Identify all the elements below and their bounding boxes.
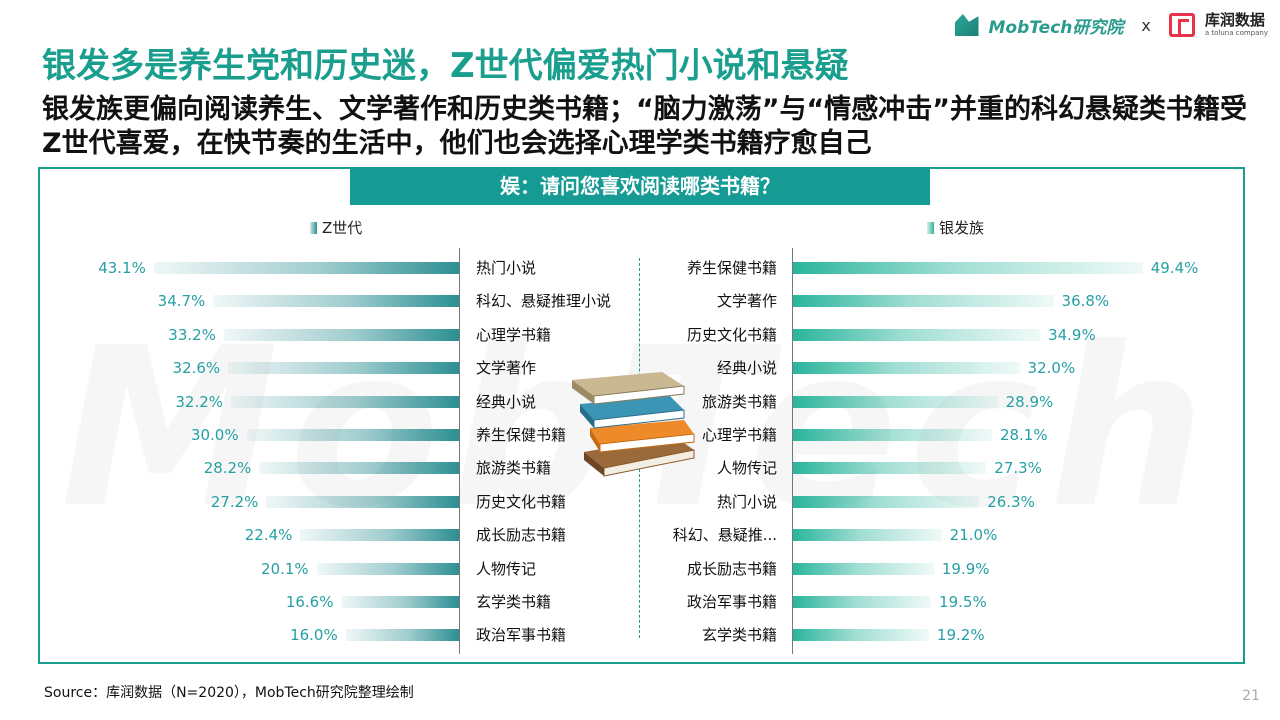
kurun-subtitle: a toluna company	[1204, 29, 1268, 37]
silver-value-label: 28.1%	[999, 426, 1048, 444]
silver-bar	[793, 495, 980, 508]
silver-bar	[793, 362, 1020, 375]
silver-bar	[793, 295, 1054, 308]
z-gen-category-label: 经典小说	[476, 392, 537, 411]
z-gen-bar	[266, 495, 459, 508]
z-gen-category-label: 玄学类书籍	[476, 593, 552, 611]
z-gen-bar	[213, 295, 459, 308]
z-gen-value-label: 30.0%	[190, 426, 239, 444]
silver-category-label: 成长励志书籍	[686, 559, 777, 578]
z-gen-bar	[345, 629, 459, 642]
silver-category-label: 经典小说	[716, 359, 777, 378]
z-gen-bar	[300, 529, 459, 542]
z-gen-category-label: 养生保健书籍	[476, 426, 567, 444]
z-gen-category-label: 人物传记	[476, 559, 537, 578]
silver-bar	[793, 596, 932, 608]
legend-label-z: Z世代	[322, 219, 363, 237]
silver-bar	[793, 629, 929, 642]
silver-category-label: 科幻、悬疑推...	[672, 526, 777, 545]
z-gen-category-label: 文学著作	[476, 359, 537, 378]
silver-value-label: 28.9%	[1005, 392, 1054, 411]
mobtech-logo-icon	[954, 14, 979, 36]
kurun-name: 库润数据	[1204, 11, 1265, 29]
z-gen-category-label: 心理学书籍	[476, 325, 552, 344]
silver-value-label: 27.3%	[994, 459, 1042, 478]
z-gen-value-label: 32.6%	[172, 359, 221, 378]
silver-value-label: 21.0%	[949, 526, 998, 545]
silver-bar	[793, 328, 1041, 341]
silver-value-label: 36.8%	[1061, 292, 1110, 311]
logo-separator: x	[1141, 15, 1151, 35]
z-gen-value-label: 43.1%	[98, 259, 146, 277]
kurun-logo-text: 库润数据 a toluna company	[1205, 13, 1268, 37]
silver-bar	[793, 262, 1143, 274]
z-gen-value-label: 32.2%	[175, 392, 224, 411]
z-gen-bar	[316, 562, 459, 575]
silver-value-label: 19.2%	[936, 626, 985, 645]
z-gen-bar	[259, 462, 459, 475]
z-gen-category-label: 旅游类书籍	[476, 459, 552, 478]
mobtech-logo-text: MobTech研究院	[988, 17, 1124, 38]
z-gen-value-label: 16.6%	[285, 593, 334, 611]
silver-category-label: 人物传记	[716, 459, 777, 478]
silver-category-label: 历史文化书籍	[686, 325, 777, 344]
question-banner: 娱：请问您喜欢阅读哪类书籍？	[350, 167, 930, 205]
legend-silver: 银发族	[927, 217, 984, 238]
header-logos: MobTech研究院 x 库润数据 a toluna company	[954, 10, 1268, 40]
z-gen-bar	[231, 395, 459, 408]
kurun-logo-icon	[1168, 13, 1195, 37]
z-gen-value-label: 16.0%	[290, 626, 338, 645]
z-gen-bar	[246, 429, 459, 441]
z-gen-value-label: 20.1%	[261, 559, 309, 578]
silver-bar	[793, 529, 942, 542]
silver-bar	[793, 562, 934, 575]
z-gen-value-label: 22.4%	[244, 526, 293, 545]
silver-value-label: 19.5%	[939, 593, 987, 611]
silver-value-label: 19.9%	[941, 559, 990, 578]
z-gen-bar	[341, 596, 459, 608]
z-gen-category-label: 科幻、悬疑推理小说	[476, 292, 612, 311]
silver-value-label: 26.3%	[987, 492, 1035, 511]
silver-category-label: 热门小说	[716, 492, 777, 511]
left-axis-line	[459, 248, 460, 654]
silver-category-label: 养生保健书籍	[686, 259, 777, 277]
silver-category-label: 文学著作	[716, 292, 777, 311]
z-gen-value-label: 28.2%	[203, 459, 252, 478]
source-note: Source：库润数据（N=2020），MobTech研究院整理绘制	[44, 685, 414, 701]
z-gen-bar	[223, 328, 459, 341]
z-gen-category-label: 成长励志书籍	[476, 526, 567, 545]
silver-category-label: 旅游类书籍	[701, 392, 777, 411]
silver-value-label: 32.0%	[1027, 359, 1076, 378]
legend-swatch-z	[310, 221, 317, 234]
silver-category-label: 心理学书籍	[701, 426, 777, 444]
books-icon	[572, 372, 695, 477]
legend-label-silver: 银发族	[939, 219, 985, 237]
z-gen-bar	[153, 262, 459, 274]
z-gen-value-label: 27.2%	[210, 492, 259, 511]
page-subtitle: 银发族更偏向阅读养生、文学著作和历史类书籍；“脑力激荡”与“情感冲击”并重的科幻…	[42, 94, 1247, 159]
silver-bar	[793, 395, 998, 408]
page-title: 银发多是养生党和历史迷，Z世代偏爱热门小说和悬疑	[42, 46, 849, 86]
page-number: 21	[1242, 688, 1260, 704]
silver-value-label: 49.4%	[1150, 259, 1199, 277]
right-axis-line	[792, 248, 793, 654]
silver-category-label: 政治军事书籍	[686, 593, 777, 611]
z-gen-value-label: 33.2%	[168, 325, 216, 344]
z-gen-category-label: 政治军事书籍	[476, 626, 567, 645]
z-gen-category-label: 热门小说	[476, 259, 537, 277]
legend-swatch-silver	[927, 221, 934, 234]
z-gen-value-label: 34.7%	[157, 292, 206, 311]
legend-z-generation: Z世代	[310, 217, 362, 238]
z-gen-bar	[228, 362, 459, 375]
z-gen-category-label: 历史文化书籍	[476, 492, 567, 511]
silver-bar	[793, 462, 987, 475]
silver-category-label: 玄学类书籍	[701, 626, 777, 645]
silver-value-label: 34.9%	[1048, 325, 1096, 344]
silver-bar	[793, 429, 992, 441]
